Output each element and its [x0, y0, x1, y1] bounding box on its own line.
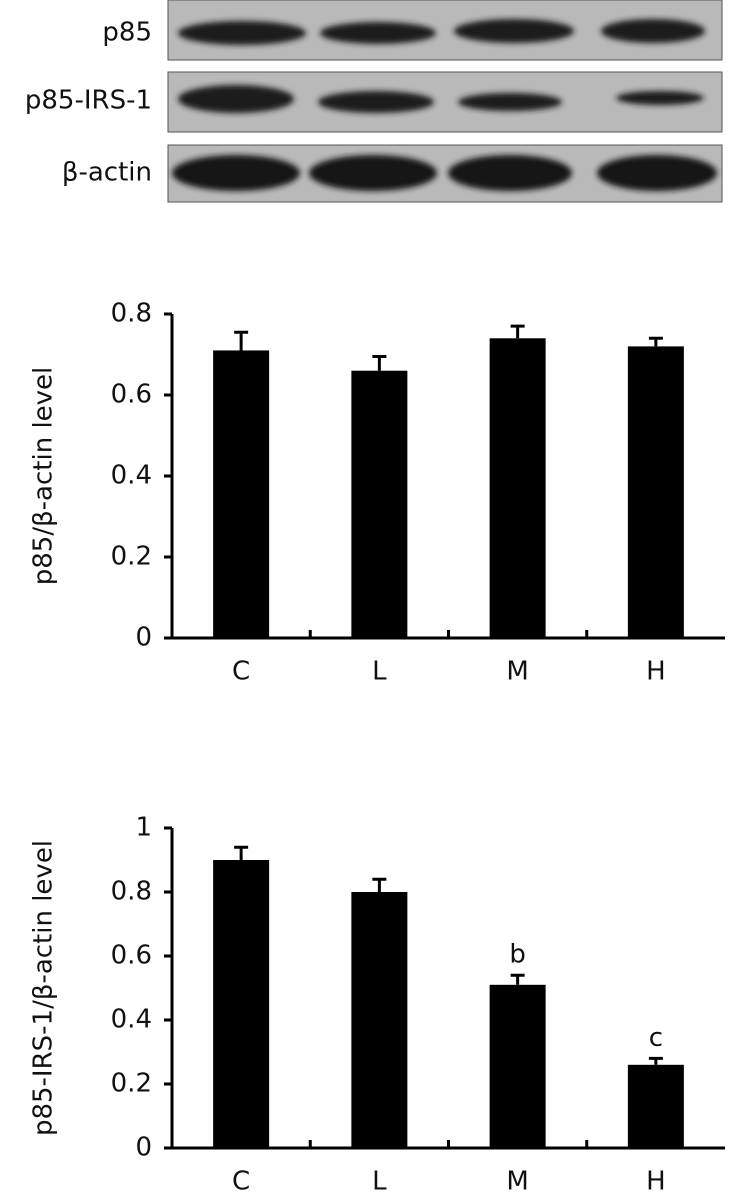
blot: [167, 0, 723, 203]
y-tick-label: 0.6: [111, 941, 152, 971]
bands: [178, 85, 704, 113]
y-axis-label: p85-IRS-1/β-actin level: [29, 840, 59, 1136]
y-tick-label: 0.2: [111, 542, 152, 572]
x-tick-label: L: [372, 657, 387, 687]
error-bar: [510, 324, 525, 339]
y-tick-label: 0.6: [111, 380, 152, 410]
x-tick-label: M: [506, 1167, 528, 1195]
error-bar: [234, 330, 249, 351]
blot-label: p85: [102, 18, 152, 48]
bar: [489, 984, 546, 1148]
y-tick-label: 1: [135, 813, 152, 843]
bar: [627, 1064, 684, 1148]
y-tick-label: 0: [135, 1133, 152, 1163]
bar: [489, 338, 546, 638]
error-bar: [372, 355, 387, 371]
bands: [178, 19, 705, 45]
annotation: b: [509, 940, 526, 970]
x-tick-label: C: [232, 1167, 250, 1195]
annotation: c: [649, 1023, 663, 1053]
y-tick-label: 0.4: [111, 461, 152, 491]
x-tick-label: M: [506, 657, 528, 687]
y-tick-label: 0.8: [111, 877, 152, 907]
error-bar: [648, 336, 663, 347]
bar: [351, 892, 408, 1148]
y-axis-label: p85/β-actin level: [29, 367, 59, 586]
error-bar: [372, 877, 387, 892]
x-tick-label: H: [646, 657, 666, 687]
bar: [213, 350, 270, 638]
y-tick-label: 0.8: [111, 299, 152, 329]
bar: [213, 860, 270, 1148]
y-tick-label: 0: [135, 623, 152, 653]
blot-label: β-actin: [62, 158, 152, 188]
error-bar: [510, 973, 525, 985]
x-tick-label: L: [372, 1167, 387, 1195]
y-tick-label: 0.2: [111, 1069, 152, 1099]
x-tick-label: H: [646, 1167, 666, 1195]
x-tick-label: C: [232, 657, 250, 687]
error-bar: [234, 845, 249, 860]
bar: [351, 370, 408, 638]
bands: [172, 155, 717, 191]
blot-label: p85-IRS-1: [25, 86, 152, 116]
error-bar: [648, 1056, 663, 1065]
y-tick-label: 0.4: [111, 1005, 152, 1035]
bar: [627, 346, 684, 638]
